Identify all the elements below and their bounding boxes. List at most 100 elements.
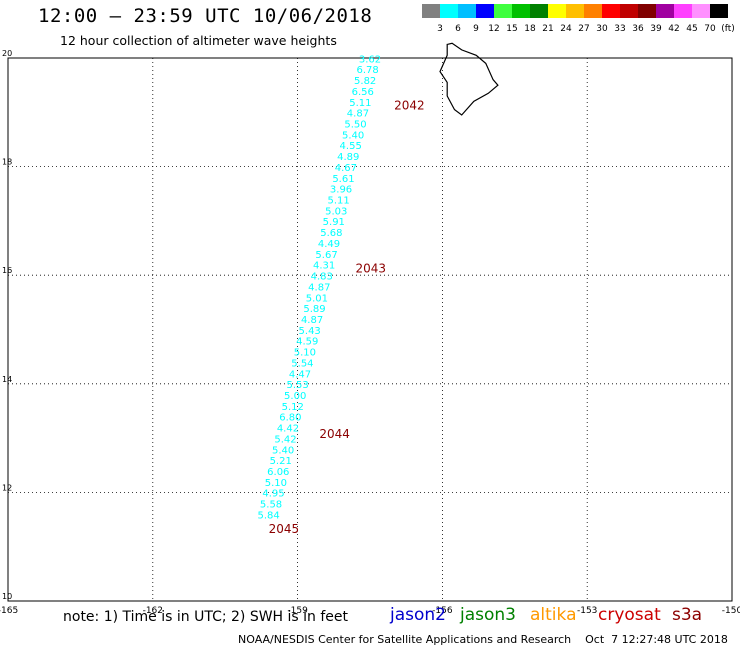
- track-value-label: 4.87: [301, 315, 323, 326]
- track-value-label: 5.89: [303, 304, 325, 315]
- track-value-label: 5.40: [342, 130, 364, 141]
- colorbar-label: 30: [596, 24, 608, 34]
- track-value-label: 4.83: [311, 272, 333, 283]
- colorbar-label: 12: [488, 24, 499, 34]
- track-value-label: 6.78: [356, 65, 378, 76]
- satellite-jason2: jason2: [390, 605, 446, 625]
- colorbar-label: 33: [614, 24, 625, 34]
- track-value-label: 4.89: [337, 152, 359, 163]
- satellite-jason3: jason3: [460, 605, 516, 625]
- satellite-cryosat: cryosat: [598, 605, 661, 625]
- map-plot: -165 -162 -159 -156 -153 -150 20 18 16 14 12 10 3.62…: [0, 42, 740, 616]
- track-value-label: 6.06: [267, 467, 289, 478]
- colorbar-label: 9: [473, 24, 479, 34]
- colorbar-swatch: [674, 4, 692, 18]
- footer-credit: NOAA/NESDIS Center for Satellite Applica…: [238, 633, 728, 646]
- track-value-label: 5.01: [306, 293, 328, 304]
- track-value-label: 5.42: [274, 434, 296, 445]
- track-value-label: 3.96: [330, 185, 352, 196]
- track-value-label: 4.49: [318, 239, 340, 250]
- y-tick-label: 20: [2, 49, 12, 58]
- satellite-altika: altika: [530, 605, 577, 625]
- track-value-label: 5.50: [344, 120, 366, 131]
- colorbar-swatch: [692, 4, 710, 18]
- y-tick-label: 16: [2, 266, 12, 275]
- pass-number-label: 2042: [394, 99, 425, 113]
- colorbar-label: 39: [650, 24, 662, 34]
- colorbar-swatch: [620, 4, 638, 18]
- track-value-label: 4.55: [340, 141, 362, 152]
- colorbar-swatch: [530, 4, 548, 18]
- track-value-label: 5.43: [299, 326, 321, 337]
- colorbar-swatch: [710, 4, 728, 18]
- colorbar-swatch: [566, 4, 584, 18]
- x-tick-label: -153: [577, 606, 597, 616]
- map-frame: [7, 57, 733, 602]
- colorbar-label: 3: [437, 24, 443, 34]
- track-value-label: 4.42: [277, 424, 299, 435]
- track-value-label: 5.54: [291, 358, 313, 369]
- track-value-label: 4.87: [308, 282, 330, 293]
- colorbar-label: 24: [560, 24, 572, 34]
- track-value-label: 5.58: [260, 500, 282, 511]
- colorbar-label: 36: [632, 24, 644, 34]
- track-value-label: 5.91: [323, 217, 345, 228]
- x-tick-label: -165: [0, 606, 18, 616]
- colorbar-swatch: [440, 4, 458, 18]
- colorbar-legend: 3 6 9 12 15 18 21 24 27 30 33 36 39 42 45 70 (ft): [422, 4, 735, 34]
- track-value-label: 4.47: [289, 369, 311, 380]
- track-value-label: 5.11: [349, 98, 371, 109]
- y-tick-label: 18: [2, 158, 12, 167]
- pass-number-label: 2044: [319, 427, 350, 441]
- track-value-label: 4.31: [313, 261, 335, 272]
- colorbar-swatch: [548, 4, 566, 18]
- track-value-label: 4.87: [347, 109, 369, 120]
- colorbar-label: 42: [668, 24, 679, 34]
- track-value-label: 5.40: [272, 445, 294, 456]
- note-text: note: 1) Time is in UTC; 2) SWH is in fe…: [63, 609, 349, 625]
- page-subtitle: 12 hour collection of altimeter wave hei…: [60, 33, 337, 48]
- colorbar-swatch: [638, 4, 656, 18]
- x-tick-label: -150: [722, 606, 740, 616]
- track-value-label: 6.80: [279, 413, 301, 424]
- track-value-label: 4.67: [335, 163, 357, 174]
- x-tick-label: -156: [432, 606, 453, 616]
- track-value-label: 5.84: [258, 510, 280, 521]
- track-value-label: 5.61: [332, 174, 354, 185]
- colorbar-swatch: [602, 4, 620, 18]
- x-tick-label: -159: [287, 606, 308, 616]
- colorbar-swatch: [476, 4, 494, 18]
- colorbar-label: 45: [686, 24, 697, 34]
- x-tick-label: -162: [143, 606, 163, 616]
- track-value-label: 5.11: [327, 196, 349, 207]
- colorbar-label: 27: [578, 24, 589, 34]
- track-value-label: 6.56: [352, 87, 374, 98]
- colorbar-swatch: [458, 4, 476, 18]
- page-title: 12:00 – 23:59 UTC 10/06/2018: [38, 5, 373, 27]
- colorbar-swatch: [512, 4, 530, 18]
- satellite-s3a: s3a: [672, 605, 703, 625]
- track-value-label: 5.12: [282, 402, 304, 413]
- track-value-label: 3.62: [359, 54, 381, 65]
- island-coastline: [439, 42, 499, 116]
- colorbar-swatch: [656, 4, 674, 18]
- track-value-label: 5.10: [265, 478, 287, 489]
- track-value-label: 4.95: [262, 489, 284, 500]
- colorbar-swatch: [422, 4, 440, 18]
- y-tick-label: 14: [2, 375, 12, 384]
- colorbar-label: 70: [704, 24, 716, 34]
- colorbar-label: 21: [542, 24, 553, 34]
- track-value-label: 5.68: [320, 228, 342, 239]
- track-value-label: 5.21: [270, 456, 292, 467]
- track-value-label: 5.00: [284, 391, 306, 402]
- colorbar-label: 18: [524, 24, 536, 34]
- y-tick-label: 10: [2, 592, 12, 601]
- colorbar-swatch: [584, 4, 602, 18]
- y-tick-label: 12: [2, 483, 12, 492]
- colorbar-label: 6: [455, 24, 461, 34]
- pass-number-label: 2045: [269, 522, 300, 536]
- colorbar-label: 15: [506, 24, 517, 34]
- track-value-label: 5.03: [325, 206, 347, 217]
- track-value-label: 5.53: [286, 380, 308, 391]
